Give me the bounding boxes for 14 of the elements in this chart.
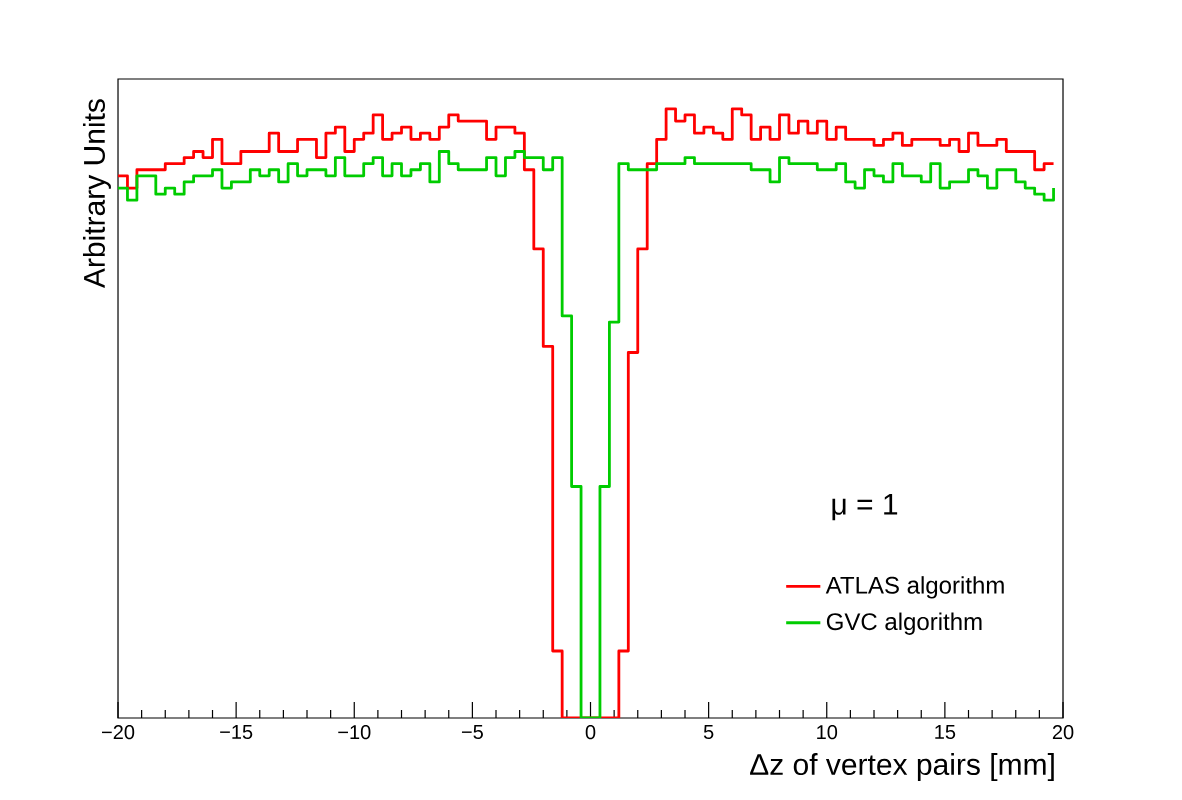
x-tick-label: −5	[461, 725, 483, 740]
x-tick-label: 10	[817, 725, 838, 740]
x-tick-label: 20	[1052, 725, 1074, 740]
x-tick-label: 15	[935, 725, 956, 740]
legend-label: GVC algorithm	[826, 612, 982, 635]
annotation: μ = 1	[832, 493, 898, 521]
x-tick-label: −20	[102, 725, 135, 740]
x-axis-title: Δz of vertex pairs [mm]	[750, 753, 1054, 782]
x-tick-label: 0	[585, 725, 596, 740]
x-tick-label: 5	[703, 725, 714, 740]
legend-label: ATLAS algorithm	[825, 576, 1004, 599]
x-tick-label: −10	[338, 725, 371, 740]
x-tick-label: −15	[220, 725, 253, 740]
y-axis-title: Arbitrary Units	[82, 99, 111, 289]
